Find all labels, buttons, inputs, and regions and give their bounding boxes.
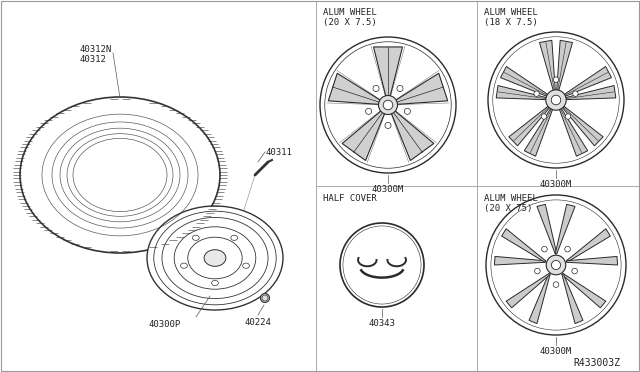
Polygon shape	[540, 40, 556, 90]
Polygon shape	[564, 67, 611, 96]
Circle shape	[340, 223, 424, 307]
Circle shape	[383, 100, 393, 110]
Text: 40224: 40224	[244, 318, 271, 327]
Text: R433003Z: R433003Z	[573, 358, 620, 368]
Ellipse shape	[147, 206, 283, 310]
Polygon shape	[391, 110, 434, 160]
Polygon shape	[524, 109, 552, 156]
Circle shape	[552, 260, 561, 270]
Text: 40300M: 40300M	[372, 185, 404, 194]
Text: 40300M: 40300M	[540, 180, 572, 189]
Circle shape	[534, 91, 540, 96]
Polygon shape	[562, 273, 583, 324]
Text: (18 X 7.5): (18 X 7.5)	[484, 18, 538, 27]
Polygon shape	[537, 204, 557, 254]
Circle shape	[397, 86, 403, 92]
Text: (20 X 75): (20 X 75)	[484, 204, 532, 213]
Polygon shape	[500, 67, 548, 96]
Polygon shape	[506, 273, 550, 308]
Circle shape	[404, 108, 410, 114]
Polygon shape	[566, 256, 618, 265]
Circle shape	[385, 122, 391, 128]
Circle shape	[551, 95, 561, 105]
Circle shape	[553, 282, 559, 288]
Polygon shape	[395, 73, 448, 105]
Polygon shape	[342, 110, 385, 160]
Circle shape	[378, 96, 397, 115]
Circle shape	[573, 91, 578, 96]
Circle shape	[541, 246, 547, 252]
Polygon shape	[566, 229, 611, 262]
Polygon shape	[562, 273, 606, 308]
Polygon shape	[556, 204, 575, 254]
Text: ALUM WHEEL: ALUM WHEEL	[484, 194, 538, 203]
Circle shape	[534, 268, 540, 274]
Polygon shape	[328, 73, 381, 105]
Text: 40312: 40312	[80, 55, 107, 64]
Polygon shape	[496, 86, 546, 100]
Polygon shape	[559, 109, 588, 156]
Polygon shape	[502, 229, 546, 262]
Polygon shape	[494, 256, 546, 265]
Circle shape	[541, 114, 547, 119]
Ellipse shape	[204, 250, 226, 266]
Polygon shape	[557, 40, 573, 90]
Text: ALUM WHEEL: ALUM WHEEL	[484, 8, 538, 17]
Circle shape	[564, 246, 570, 252]
Text: 40300P: 40300P	[149, 320, 181, 329]
Circle shape	[546, 90, 566, 110]
Polygon shape	[509, 106, 550, 146]
Circle shape	[486, 195, 626, 335]
Circle shape	[488, 32, 624, 168]
Polygon shape	[374, 47, 403, 97]
Text: HALF COVER: HALF COVER	[323, 194, 377, 203]
Circle shape	[572, 268, 577, 274]
Text: (20 X 7.5): (20 X 7.5)	[323, 18, 377, 27]
Text: ALUM WHEEL: ALUM WHEEL	[323, 8, 377, 17]
Circle shape	[373, 86, 379, 92]
Text: 40343: 40343	[369, 319, 396, 328]
Polygon shape	[563, 106, 603, 146]
Ellipse shape	[20, 97, 220, 253]
Polygon shape	[566, 86, 616, 100]
Text: 40312N: 40312N	[80, 45, 112, 54]
Text: 40300M: 40300M	[540, 347, 572, 356]
Circle shape	[365, 108, 372, 114]
Circle shape	[553, 77, 559, 82]
Circle shape	[565, 114, 571, 119]
Circle shape	[546, 255, 566, 275]
Polygon shape	[529, 273, 550, 324]
Ellipse shape	[260, 294, 269, 302]
Circle shape	[320, 37, 456, 173]
Text: 40311: 40311	[265, 148, 292, 157]
